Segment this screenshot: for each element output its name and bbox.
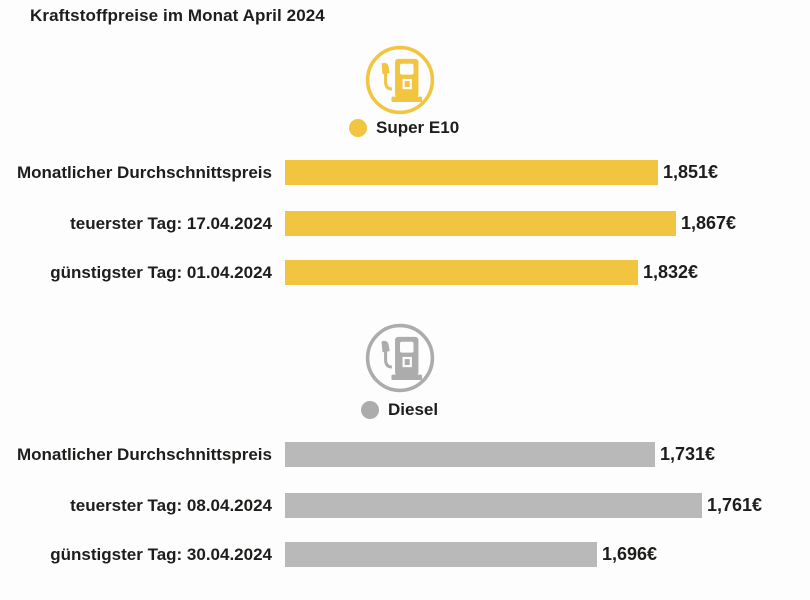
bar-row-diesel-average: Monatlicher Durchschnittspreis 1,731€ xyxy=(0,442,810,467)
bar-diesel-average xyxy=(285,442,655,467)
super-e10-fuel-pump-icon xyxy=(364,44,436,116)
row-label: teuerster Tag: 17.04.2024 xyxy=(70,213,272,233)
bar-super-cheapest xyxy=(285,260,638,285)
page-title: Kraftstoffpreise im Monat April 2024 xyxy=(30,6,325,25)
legend-label-super-e10: Super E10 xyxy=(376,118,460,137)
bar-value: 1,761€ xyxy=(707,495,763,515)
bar-value: 1,832€ xyxy=(643,262,699,282)
bar-value: 1,696€ xyxy=(602,544,658,564)
diesel-fuel-pump-icon xyxy=(364,322,436,394)
bar-row-super-average: Monatlicher Durchschnittspreis 1,851€ xyxy=(0,160,810,185)
bar-super-most-expensive xyxy=(285,211,676,236)
bar-diesel-cheapest xyxy=(285,542,597,567)
bar-row-super-most-expensive-day: teuerster Tag: 17.04.2024 1,867€ xyxy=(0,211,810,236)
super-e10-legend-dot-icon xyxy=(349,119,367,137)
legend-label-diesel: Diesel xyxy=(388,400,439,419)
row-label: günstigster Tag: 01.04.2024 xyxy=(50,262,272,282)
legend-diesel: Diesel xyxy=(361,400,438,420)
bar-super-average xyxy=(285,160,658,185)
bar-row-super-cheapest-day: günstigster Tag: 01.04.2024 1,832€ xyxy=(0,260,810,285)
bar-value: 1,851€ xyxy=(663,162,719,182)
legend-super-e10: Super E10 xyxy=(349,118,459,138)
fuel-pump-icon xyxy=(365,323,435,393)
bar-diesel-most-expensive xyxy=(285,493,702,518)
row-label: Monatlicher Durchschnittspreis xyxy=(16,444,272,464)
bar-value: 1,867€ xyxy=(681,213,737,233)
row-label: Monatlicher Durchschnittspreis xyxy=(16,162,272,182)
row-label: günstigster Tag: 30.04.2024 xyxy=(50,544,272,564)
bar-value: 1,731€ xyxy=(660,444,716,464)
bar-row-diesel-cheapest-day: günstigster Tag: 30.04.2024 1,696€ xyxy=(0,542,810,567)
row-label: teuerster Tag: 08.04.2024 xyxy=(70,495,272,515)
bar-row-diesel-most-expensive-day: teuerster Tag: 08.04.2024 1,761€ xyxy=(0,493,810,518)
fuel-pump-icon xyxy=(365,45,435,115)
diesel-legend-dot-icon xyxy=(361,401,379,419)
